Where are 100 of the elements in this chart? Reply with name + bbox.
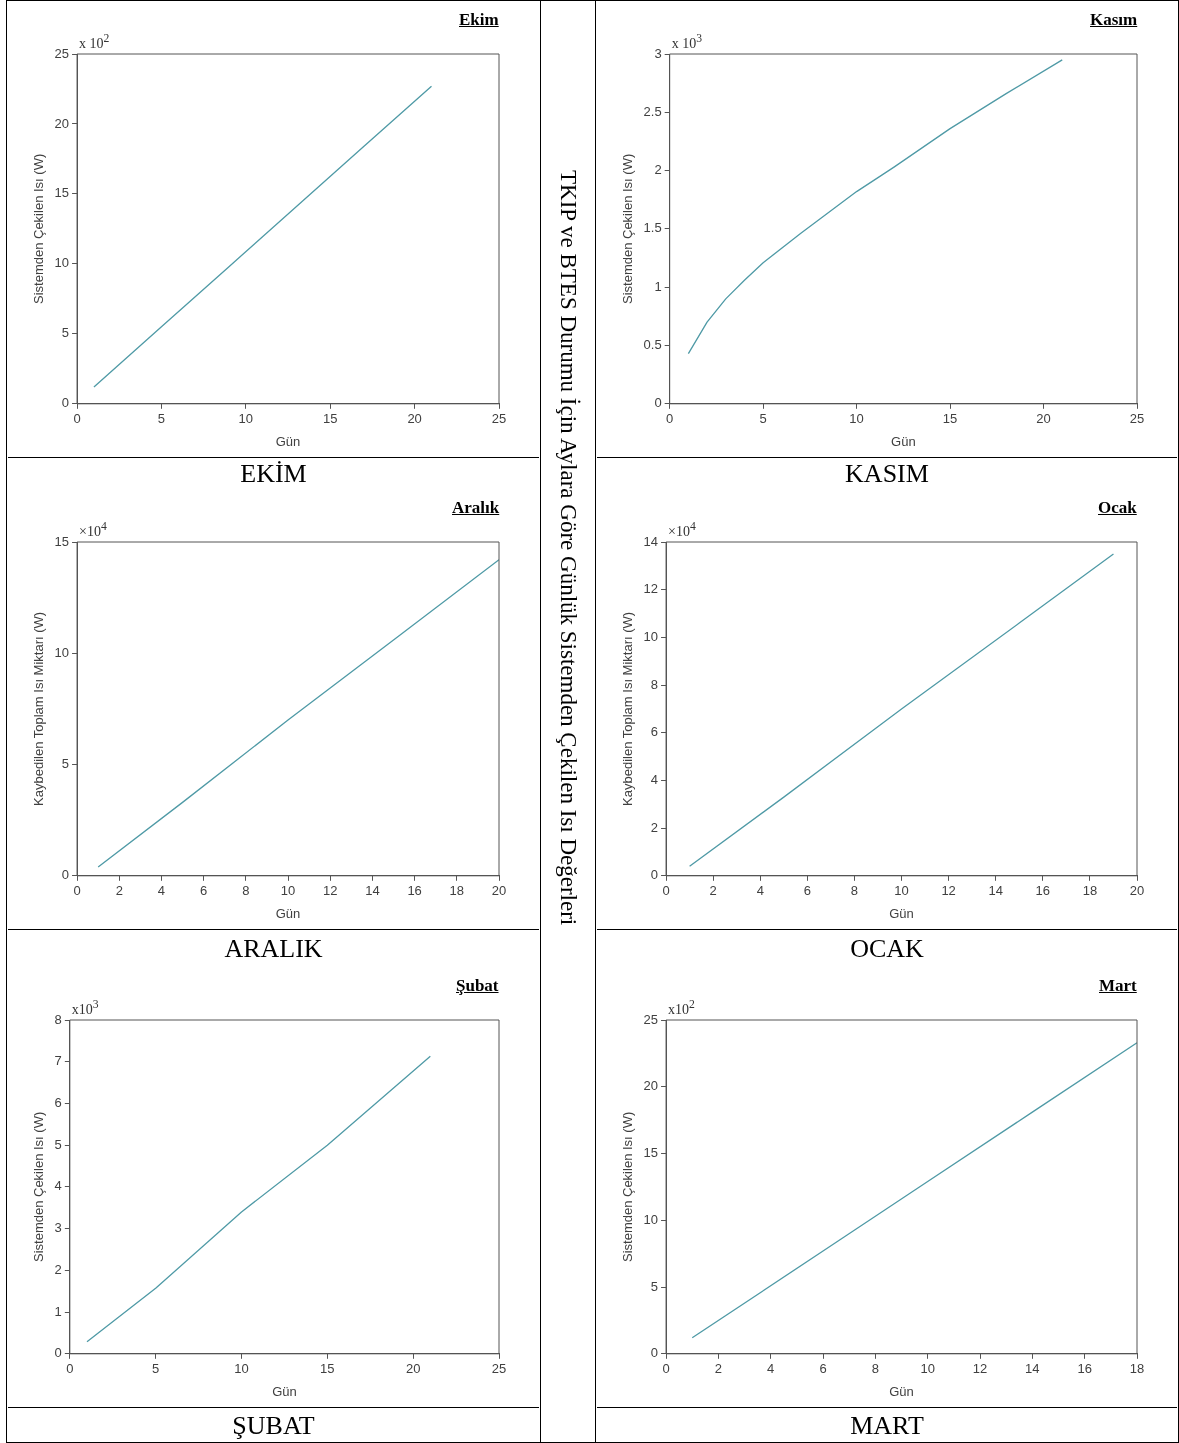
y-axis-title: Sistemden Çekilen Isı (W) (31, 1111, 47, 1263)
y-tick-label: 10 (54, 255, 70, 271)
y-tick-label: 1.5 (643, 220, 662, 236)
y-tick-label: 8 (54, 1011, 62, 1027)
text: TKIP ve BTES Durumu İçin Aylara Göre Günlük Sistemden Çekilen Isı Değerleri (555, 170, 581, 926)
x-tick-label: 4 (157, 883, 166, 899)
x-tick-label: 12 (941, 883, 956, 899)
text: KASIM (597, 457, 1177, 490)
y-tick-label: 14 (643, 533, 659, 549)
x-axis-title: Gün (275, 433, 301, 449)
x-axis-title: Gün (889, 1383, 914, 1399)
chart-title: Mart (1099, 976, 1137, 996)
chart-title: Ekim (459, 10, 499, 30)
x-tick-label: 18 (1129, 1361, 1145, 1377)
x-tick-label: 25 (491, 1361, 507, 1377)
y-tick-label: 25 (643, 1011, 659, 1027)
x-tick-label: 14 (988, 883, 1003, 899)
x-tick-label: 10 (234, 1361, 249, 1377)
y-tick-label: 2 (650, 819, 659, 835)
y-tick-label: 8 (650, 676, 659, 692)
x-tick-label: 8 (850, 883, 859, 899)
y-axis-title: Kaybedilen Toplam Isı Miktarı (W) (31, 611, 47, 806)
y-tick-label: 20 (54, 115, 70, 131)
text: OCAK (597, 929, 1177, 968)
x-tick-label: 4 (756, 883, 764, 899)
y-tick-label: 15 (54, 533, 70, 549)
y-tick-label: 0 (650, 867, 659, 883)
y-tick-label: 3 (654, 45, 662, 61)
chart-title: Aralık (452, 498, 500, 518)
x-tick-label: 18 (449, 883, 465, 899)
text: ARALIK (8, 929, 539, 968)
y-tick-label: 0 (61, 867, 70, 883)
x-tick-label: 16 (1077, 1361, 1092, 1377)
text: x 10$^{3}$ (671, 32, 702, 52)
x-tick-label: 25 (491, 411, 507, 427)
y-tick-label: 4 (54, 1178, 62, 1194)
text: x 10$^{2}$ (79, 32, 110, 52)
y-tick-label: 6 (54, 1095, 62, 1111)
x-tick-label: 12 (972, 1361, 988, 1377)
x-tick-label: 14 (365, 883, 380, 899)
y-tick-label: 5 (650, 1278, 659, 1294)
x-tick-label: 14 (1025, 1361, 1040, 1377)
x-tick-label: 10 (280, 883, 296, 899)
x-tick-label: 0 (73, 883, 81, 899)
y-tick-label: 0.5 (643, 337, 662, 353)
x-tick-label: 5 (152, 1361, 160, 1377)
x-tick-label: 20 (405, 1361, 421, 1377)
y-tick-label: 3 (54, 1220, 62, 1236)
x-axis-title: Gün (275, 905, 301, 921)
x-tick-label: 2 (714, 1361, 722, 1377)
text: ŞUBAT (8, 1407, 539, 1443)
x-tick-label: 6 (803, 883, 811, 899)
text: ×10$^{4}$ (79, 520, 107, 540)
chart-title: Ocak (1098, 498, 1137, 518)
chart-title: Kasım (1090, 10, 1138, 30)
y-axis-title: Sistemden Çekilen Isı (W) (620, 1111, 636, 1263)
y-tick-label: 10 (54, 644, 70, 660)
x-tick-label: 18 (1082, 883, 1098, 899)
x-tick-label: 8 (242, 883, 250, 899)
x-tick-label: 15 (322, 411, 338, 427)
x-axis-title: Gün (272, 1383, 297, 1399)
x-tick-label: 8 (871, 1361, 879, 1377)
y-tick-label: 20 (643, 1078, 659, 1094)
x-axis-title: Gün (891, 433, 916, 449)
x-tick-label: 0 (666, 411, 674, 427)
text: x10$^{3}$ (71, 998, 99, 1018)
y-axis-title: Sistemden Çekilen Isı (W) (620, 153, 636, 305)
x-tick-label: 10 (238, 411, 254, 427)
y-tick-label: 10 (643, 1211, 659, 1227)
x-tick-label: 20 (1129, 883, 1145, 899)
y-tick-label: 4 (650, 772, 659, 788)
x-tick-label: 16 (1035, 883, 1051, 899)
y-tick-label: 7 (54, 1053, 62, 1069)
x-tick-label: 4 (767, 1361, 775, 1377)
y-axis-title: Sistemden Çekilen Isı (W) (31, 153, 47, 305)
y-tick-label: 0 (61, 395, 70, 411)
chart-title: Şubat (456, 976, 499, 996)
y-tick-label: 1 (654, 278, 662, 294)
y-tick-label: 0 (650, 1345, 659, 1361)
y-axis-title: Kaybedilen Toplam Isı Miktarı (W) (620, 611, 636, 806)
x-tick-label: 5 (157, 411, 166, 427)
y-tick-label: 6 (650, 724, 659, 740)
y-tick-label: 5 (54, 1136, 62, 1152)
text: EKİM (8, 457, 539, 490)
y-tick-label: 15 (643, 1145, 659, 1161)
x-tick-label: 0 (73, 411, 81, 427)
y-tick-label: 10 (643, 628, 659, 644)
x-tick-label: 25 (1129, 411, 1145, 427)
y-tick-label: 2.5 (643, 103, 662, 119)
x-tick-label: 16 (407, 883, 422, 899)
x-tick-label: 10 (849, 411, 864, 427)
x-tick-label: 6 (819, 1361, 827, 1377)
y-tick-label: 0 (654, 395, 662, 411)
x-tick-label: 10 (920, 1361, 935, 1377)
x-tick-label: 20 (1036, 411, 1051, 427)
x-tick-label: 10 (894, 883, 909, 899)
x-tick-label: 20 (491, 883, 507, 899)
y-tick-label: 5 (61, 325, 70, 341)
text: x10$^{2}$ (668, 998, 695, 1018)
x-axis-title: Gün (889, 905, 914, 921)
